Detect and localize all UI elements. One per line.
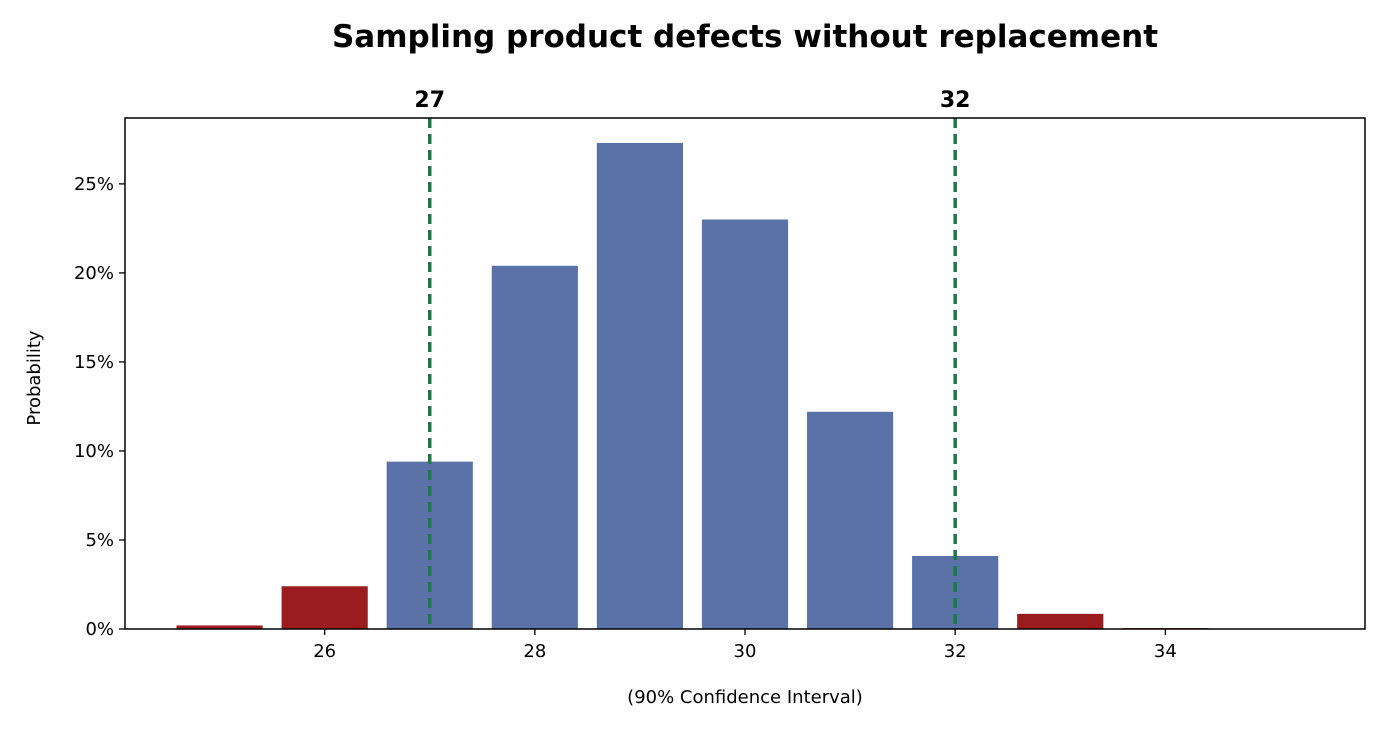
interval-lower-label: 27 xyxy=(414,88,445,113)
x-tick-label-30: 30 xyxy=(734,641,757,662)
interval-upper-label: 32 xyxy=(940,88,971,113)
y-tick-label-25: 25% xyxy=(74,174,114,195)
x-ticks-group: 26 28 30 32 34 xyxy=(313,629,1177,662)
chart-title: Sampling product defects without replace… xyxy=(332,19,1158,55)
bar-30 xyxy=(701,219,789,630)
y-axis-label: Probability xyxy=(24,330,45,425)
y-tick-label-20: 20% xyxy=(74,263,114,284)
y-tick-label-10: 10% xyxy=(74,441,114,462)
x-tick-label-32: 32 xyxy=(944,641,967,662)
x-tick-label-28: 28 xyxy=(523,641,546,662)
x-axis-label: (90% Confidence Interval) xyxy=(627,687,863,708)
y-tick-label-15: 15% xyxy=(74,352,114,373)
y-ticks-group: 0% 5% 10% 15% 20% 25% xyxy=(74,174,125,640)
bar-28 xyxy=(491,265,578,629)
bar-29 xyxy=(596,142,683,630)
interval-lines-group xyxy=(427,118,957,629)
y-tick-label-0: 0% xyxy=(85,619,114,640)
bar-26 xyxy=(281,586,368,629)
bar-33 xyxy=(1017,613,1104,629)
x-tick-label-34: 34 xyxy=(1154,641,1177,662)
bar-25 xyxy=(176,625,263,629)
bar-31 xyxy=(807,411,894,629)
x-tick-label-26: 26 xyxy=(313,641,336,662)
y-tick-label-5: 5% xyxy=(85,530,114,551)
bars-group xyxy=(176,142,1209,630)
